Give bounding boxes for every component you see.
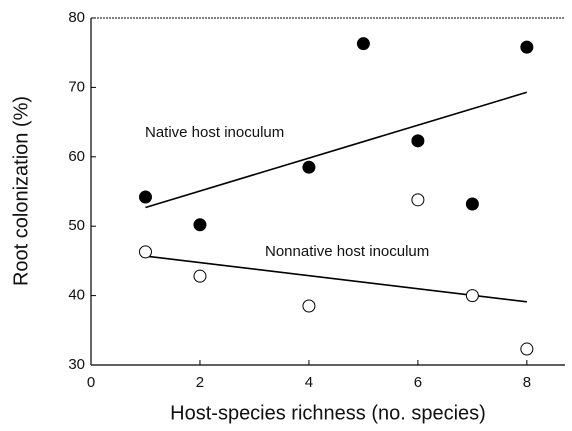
y-tick-label: 60 — [68, 148, 85, 165]
y-tick-label: 50 — [68, 217, 85, 234]
point — [520, 342, 534, 356]
point — [465, 197, 479, 211]
y-tick-label: 70 — [68, 78, 85, 95]
point — [302, 160, 316, 174]
series-label: Nonnative host inoculum — [265, 243, 429, 260]
trend-line — [145, 255, 527, 303]
x-tick-label: 2 — [196, 374, 204, 391]
point — [411, 134, 425, 148]
point — [138, 245, 152, 259]
y-tick-label: 40 — [68, 287, 85, 304]
point — [138, 190, 152, 204]
x-tick-label: 8 — [523, 374, 531, 391]
point — [302, 299, 316, 313]
x-tick-label: 4 — [305, 374, 313, 391]
x-axis-label: Host-species richness (no. species) — [170, 402, 486, 424]
point — [193, 269, 207, 283]
y-tick-label: 80 — [68, 9, 85, 26]
x-tick-label: 0 — [87, 374, 95, 391]
point — [465, 289, 479, 303]
y-axis-label: Root colonization (%) — [10, 96, 32, 286]
point — [411, 193, 425, 207]
point — [520, 40, 534, 54]
point — [356, 37, 370, 51]
y-tick-label: 30 — [68, 356, 85, 373]
series-label: Native host inoculum — [145, 124, 284, 141]
point — [193, 218, 207, 232]
trend-line — [145, 91, 528, 209]
x-tick-label: 6 — [414, 374, 422, 391]
